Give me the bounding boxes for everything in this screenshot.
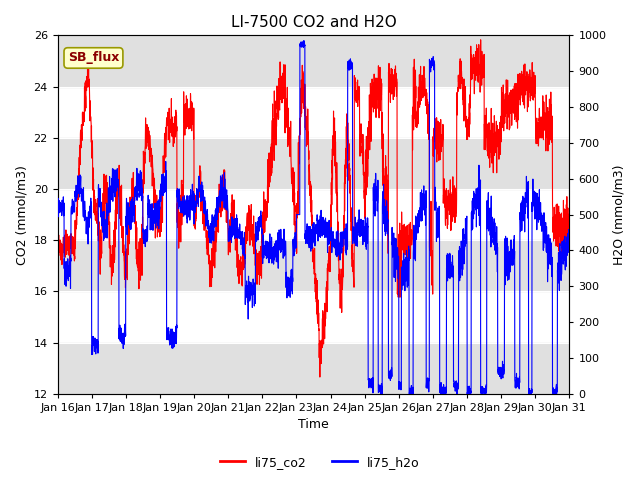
X-axis label: Time: Time <box>298 419 329 432</box>
Y-axis label: H2O (mmol/m3): H2O (mmol/m3) <box>612 164 625 265</box>
Bar <box>58 240 570 291</box>
Legend: li75_co2, li75_h2o: li75_co2, li75_h2o <box>215 451 425 474</box>
Title: LI-7500 CO2 and H2O: LI-7500 CO2 and H2O <box>230 15 396 30</box>
Bar <box>58 138 570 189</box>
Y-axis label: CO2 (mmol/m3): CO2 (mmol/m3) <box>15 165 28 264</box>
Text: SB_flux: SB_flux <box>68 51 119 64</box>
Bar <box>58 36 570 86</box>
Bar <box>58 343 570 394</box>
